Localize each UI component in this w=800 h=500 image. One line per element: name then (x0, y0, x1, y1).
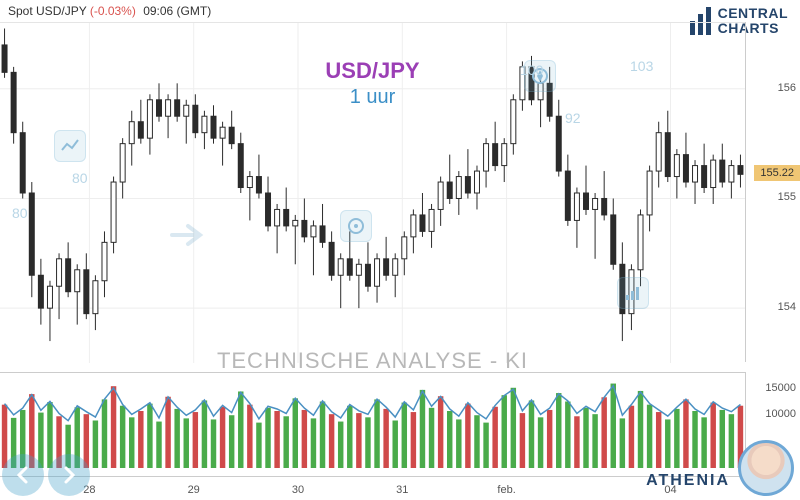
chart-title: USD/JPY (0, 58, 745, 84)
wm-number: 80 (72, 170, 88, 186)
wm-number: 80 (12, 205, 28, 221)
pct-change: (-0.03%) (90, 4, 136, 18)
athenia-avatar[interactable] (738, 440, 794, 496)
wm-indicator-icon (54, 130, 86, 162)
wm-arrow-icon (170, 220, 210, 250)
chart-subtitle: 1 uur (0, 86, 745, 109)
ytick: 155 (778, 191, 796, 203)
xtick: 29 (188, 484, 200, 496)
vol-ytick: 15000 (765, 382, 796, 394)
logo-line1: CENTRAL (718, 6, 788, 21)
symbol-label: Spot USD/JPY (8, 4, 86, 18)
timestamp: 09:06 (GMT) (143, 4, 211, 18)
ytick: 156 (778, 82, 796, 94)
xtick: 31 (396, 484, 408, 496)
xtick: 30 (292, 484, 304, 496)
yaxis-price: 154 155 156 155.22 (745, 22, 800, 362)
wm-chart-icon (617, 277, 649, 309)
vol-ytick: 10000 (765, 408, 796, 420)
athenia-label: ATHENIA (646, 472, 730, 490)
ytick: 154 (778, 301, 796, 313)
prev-button[interactable] (2, 454, 44, 496)
volume-chart[interactable] (0, 372, 745, 467)
wm-target-icon (340, 210, 372, 242)
next-button[interactable] (48, 454, 90, 496)
ta-watermark: TECHNISCHE ANALYSE - KI (0, 348, 745, 374)
chart-header: Spot USD/JPY (-0.03%) 09:06 (GMT) (8, 4, 211, 18)
price-tag: 155.22 (754, 165, 800, 181)
xaxis-time: 28293031feb.04 (0, 476, 745, 500)
wm-number: 92 (565, 110, 581, 126)
xtick: feb. (497, 484, 515, 496)
